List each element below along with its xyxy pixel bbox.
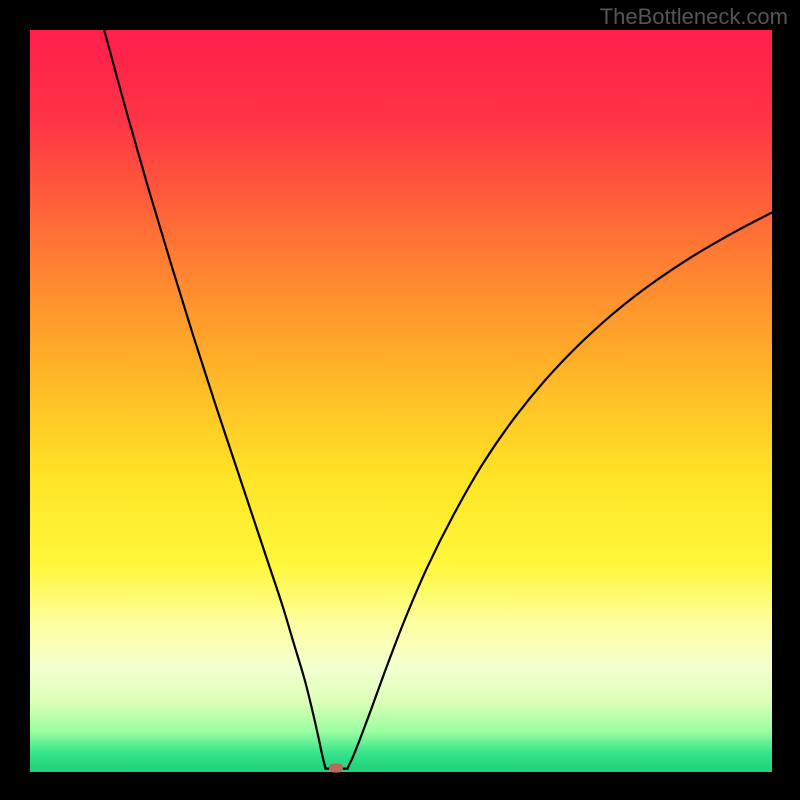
plot-area [30, 30, 772, 772]
chart-frame: TheBottleneck.com [0, 0, 800, 800]
bottleneck-curve [30, 30, 772, 772]
watermark-text: TheBottleneck.com [600, 4, 788, 30]
curve-path [104, 30, 772, 769]
optimal-point-marker [329, 764, 343, 773]
